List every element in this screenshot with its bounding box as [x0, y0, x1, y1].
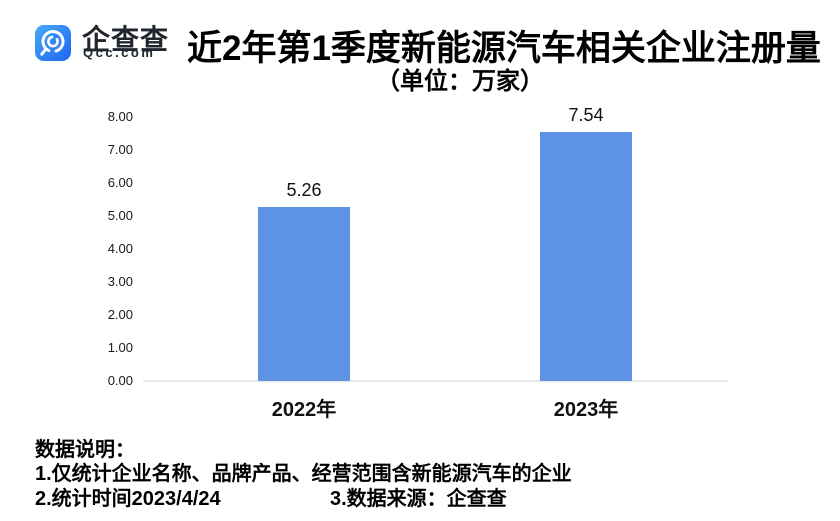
bar-2022年	[258, 207, 350, 381]
notes-line-1: 1.仅统计企业名称、品牌产品、经营范围含新能源汽车的企业	[35, 463, 572, 485]
notes-line-3: 3.数据来源：企查查	[330, 488, 507, 510]
y-axis-tick-label: 2.00	[107, 307, 133, 322]
notes-heading: 数据说明：	[35, 439, 135, 461]
x-axis-category-label: 2022年	[271, 399, 337, 421]
y-axis-tick-label: 7.00	[107, 142, 133, 157]
chart-unit-subtitle: （单位：万家）	[376, 68, 544, 95]
y-axis-tick-label: 8.00	[107, 109, 133, 124]
y-axis-tick-label: 6.00	[107, 175, 133, 190]
y-axis-tick-label: 3.00	[107, 274, 133, 289]
chart-title: 近2年第1季度新能源汽车相关企业注册量	[187, 29, 821, 68]
y-axis-tick-label: 5.00	[107, 208, 133, 223]
brand-domain: Qcc.com	[83, 45, 156, 60]
x-axis-category-label: 2023年	[553, 399, 619, 421]
bar-value-label: 5.26	[286, 180, 322, 201]
bar-value-label: 7.54	[568, 105, 604, 126]
bar-2023年	[540, 132, 632, 381]
brand-name: 企查查	[82, 24, 170, 55]
y-axis-tick-label: 1.00	[107, 340, 133, 355]
qcc-logo-icon	[35, 25, 71, 61]
y-axis-tick-label: 4.00	[107, 241, 133, 256]
x-axis-line	[143, 380, 728, 382]
y-axis-tick-label: 0.00	[107, 373, 133, 388]
notes-line-2: 2.统计时间2023/4/24	[35, 488, 221, 510]
qcc-logo	[35, 25, 71, 61]
